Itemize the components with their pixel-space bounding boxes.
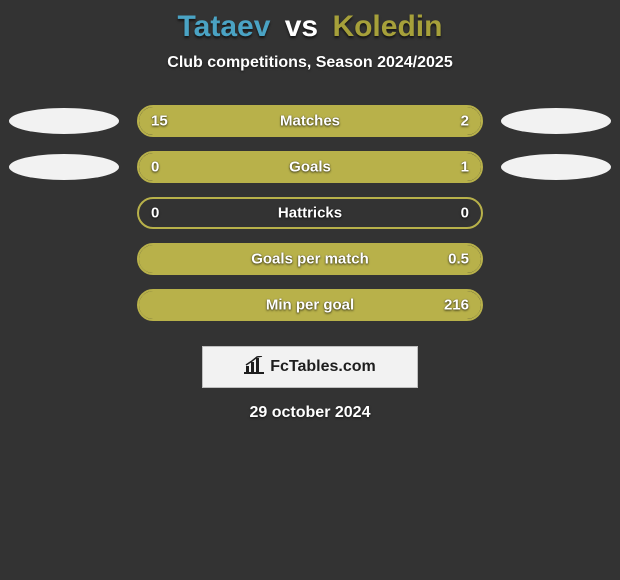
stat-row: 0 Goals 1 (0, 144, 620, 190)
subtitle: Club competitions, Season 2024/2025 (0, 44, 620, 72)
bar-fill-left (139, 153, 201, 181)
stat-rows: 15 Matches 2 0 Goals 1 0 Hattricks 0 Goals per ma… (0, 98, 620, 328)
bar-fill-left (139, 107, 406, 135)
player1-ellipse (9, 154, 119, 180)
stat-right-value: 216 (444, 297, 469, 314)
stat-row: 0 Hattricks 0 (0, 190, 620, 236)
stat-bar: 0 Hattricks 0 (137, 197, 483, 229)
stat-label: Goals (289, 159, 331, 176)
stat-row: Goals per match 0.5 (0, 236, 620, 282)
player1-ellipse (9, 108, 119, 134)
player1-name: Tataev (178, 10, 271, 43)
stat-left-value: 15 (151, 113, 168, 130)
stat-right-value: 1 (461, 159, 469, 176)
stat-left-value: 0 (151, 159, 159, 176)
stat-row: Min per goal 216 (0, 282, 620, 328)
page-title: Tataev vs Koledin (0, 0, 620, 44)
stat-label: Hattricks (278, 205, 342, 222)
stat-right-value: 0.5 (448, 251, 469, 268)
bar-fill-right (406, 107, 481, 135)
stat-bar: 0 Goals 1 (137, 151, 483, 183)
comparison-card: Tataev vs Koledin Club competitions, Sea… (0, 0, 620, 580)
chart-icon (244, 356, 264, 379)
stat-row: 15 Matches 2 (0, 98, 620, 144)
stat-label: Goals per match (251, 251, 369, 268)
player2-ellipse (501, 154, 611, 180)
title-separator: vs (285, 10, 318, 43)
stat-label: Min per goal (266, 297, 354, 314)
bar-fill-right (201, 153, 481, 181)
fctables-logo[interactable]: FcTables.com (202, 346, 418, 388)
stat-bar: 15 Matches 2 (137, 105, 483, 137)
date-text: 29 october 2024 (0, 404, 620, 422)
logo-text: FcTables.com (270, 358, 376, 376)
player2-name: Koledin (332, 10, 442, 43)
stat-left-value: 0 (151, 205, 159, 222)
stat-label: Matches (280, 113, 340, 130)
player2-ellipse (501, 108, 611, 134)
stat-right-value: 0 (461, 205, 469, 222)
stat-bar: Min per goal 216 (137, 289, 483, 321)
stat-right-value: 2 (461, 113, 469, 130)
stat-bar: Goals per match 0.5 (137, 243, 483, 275)
